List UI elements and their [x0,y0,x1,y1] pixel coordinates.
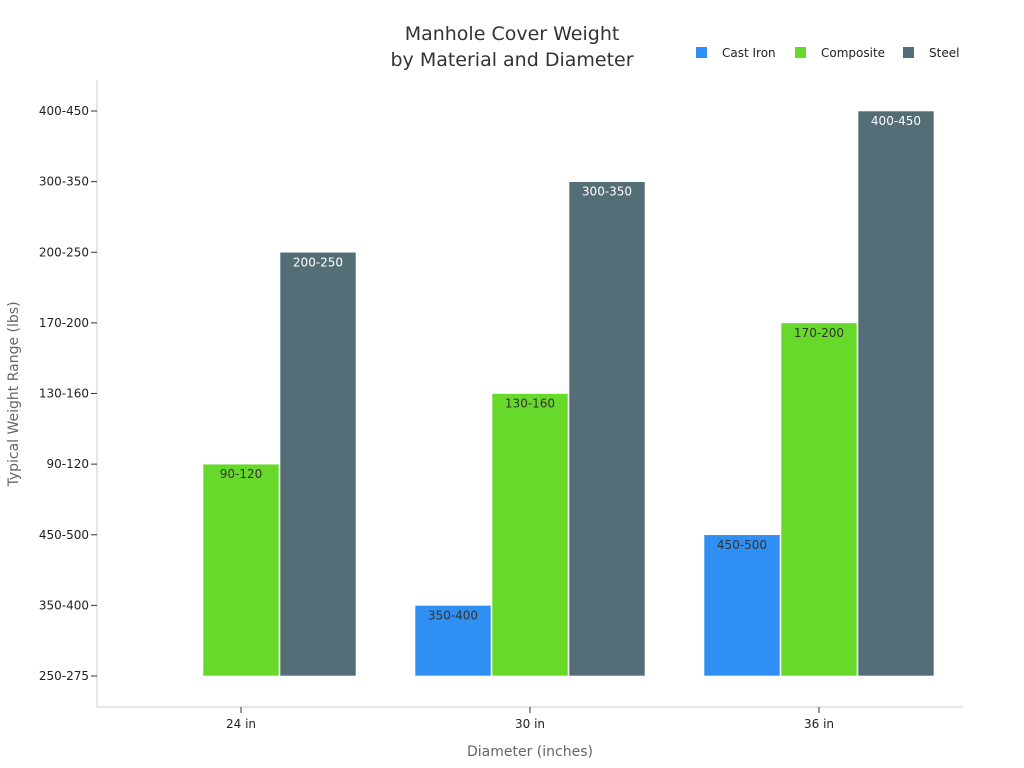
chart-title-line-2: by Material and Diameter [390,49,633,71]
legend-swatch [696,47,707,58]
bar-value-label: 200-250 [293,255,343,269]
y-tick-label: 300-350 [39,175,89,189]
y-tick-label: 250-275 [39,669,89,683]
y-tick-label: 400-450 [39,104,89,118]
bar-value-label: 170-200 [794,326,844,340]
bar-composite [491,393,569,677]
legend-swatch [903,47,914,58]
y-tick-label: 90-120 [46,457,89,471]
y-tick-label: 450-500 [39,528,89,542]
bar-composite [202,463,280,677]
y-tick-label: 130-160 [39,387,89,401]
x-axis-label: Diameter (inches) [467,744,593,760]
chart-title: Manhole Cover Weight by Material and Dia… [390,23,633,71]
y-tick-label: 170-200 [39,316,89,330]
y-axis-ticks: 250-275 350-400 450-500 90-120 130-160 170-20… [39,104,97,683]
bars: 90-120 200-250 350-400 130-160 300-350 450-50… [202,110,935,677]
chart-title-line-1: Manhole Cover Weight [405,23,620,45]
legend-swatch [795,47,806,58]
legend-label: Steel [929,46,959,60]
legend: Cast Iron Composite Steel [696,46,959,60]
x-tick-label: 36 in [804,717,834,731]
legend-label: Composite [821,46,885,60]
bar-steel [279,251,357,677]
bar-cast-iron [703,534,781,677]
legend-label: Cast Iron [722,46,776,60]
bar-value-label: 350-400 [428,608,478,622]
bar-composite [780,322,858,677]
x-tick-label: 30 in [515,717,545,731]
y-tick-label: 350-400 [39,598,89,612]
bar-value-label: 400-450 [871,114,921,128]
bar-value-label: 90-120 [220,467,263,481]
x-axis-ticks: 24 in 30 in 36 in [226,707,834,731]
bar-steel [857,110,935,677]
y-tick-label: 200-250 [39,245,89,259]
bar-cast-iron [414,605,492,677]
y-axis-label: Typical Weight Range (lbs) [6,301,22,487]
bar-value-label: 450-500 [717,538,767,552]
bar-steel [568,181,646,677]
bar-value-label: 300-350 [582,185,632,199]
x-tick-label: 24 in [226,717,256,731]
bar-value-label: 130-160 [505,397,555,411]
